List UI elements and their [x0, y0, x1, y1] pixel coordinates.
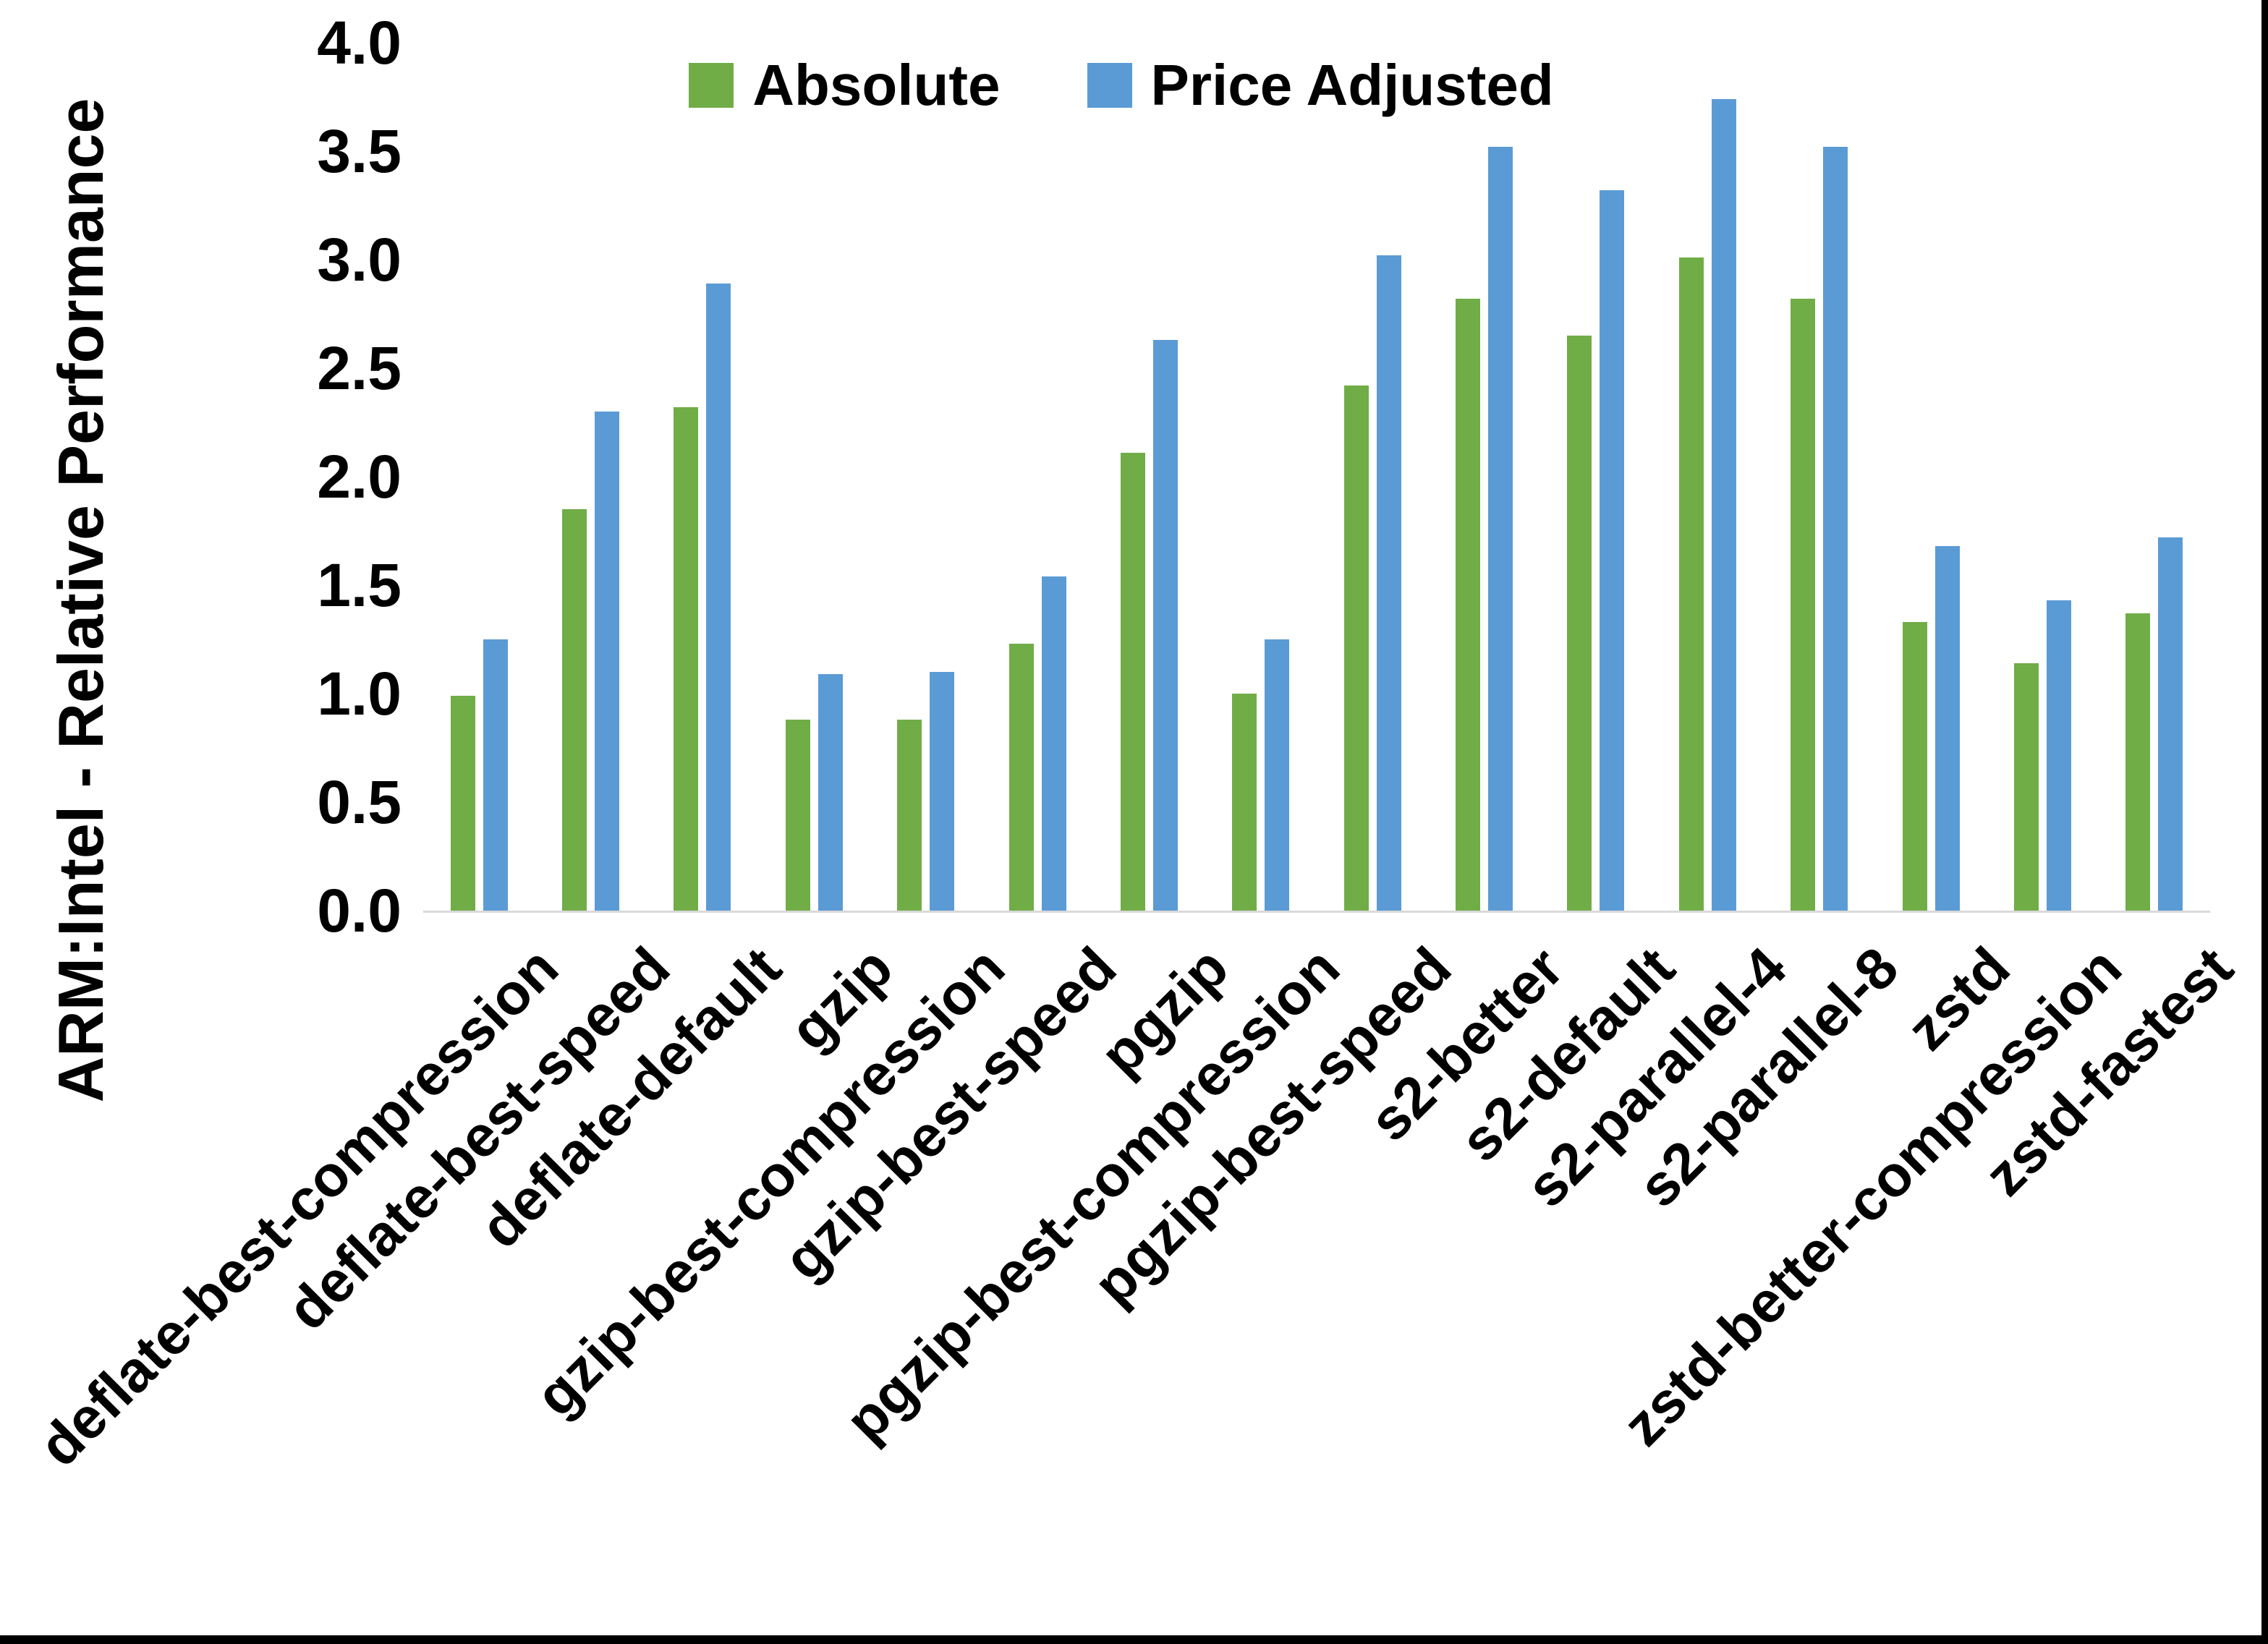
plot-area — [423, 43, 2210, 911]
bar-absolute-pgzip-best-speed — [1343, 386, 1369, 911]
bar-group-zstd — [1875, 43, 1987, 911]
legend-item-absolute: Absolute — [689, 52, 1001, 119]
legend-label-price-adjusted: Price Adjusted — [1150, 53, 1554, 117]
x-axis-baseline — [423, 911, 2210, 913]
bar-group-s2-parallel-4 — [1652, 43, 1763, 911]
y-tick-label-2.5: 2.5 — [317, 334, 402, 402]
bar-group-deflate-default — [647, 43, 758, 911]
bar-group-pgzip-best-speed — [1317, 43, 1428, 911]
bar-group-deflate-best-speed — [535, 43, 646, 911]
bar-absolute-gzip-best-speed — [1008, 644, 1034, 911]
bar-group-s2-default — [1540, 43, 1652, 911]
y-tick-label-3.0: 3.0 — [317, 226, 402, 294]
bar-price-adjusted-deflate-best-speed — [595, 412, 620, 911]
bar-price-adjusted-pgzip-best-compression — [1265, 639, 1290, 911]
bar-price-adjusted-deflate-default — [706, 284, 731, 911]
bar-group-s2-better — [1428, 43, 1539, 911]
y-tick-label-1.5: 1.5 — [317, 551, 402, 619]
bar-price-adjusted-gzip — [817, 674, 843, 911]
bar-absolute-pgzip-best-compression — [1232, 694, 1257, 911]
bar-absolute-gzip — [785, 720, 810, 911]
bar-price-adjusted-zstd-fastest — [2158, 537, 2183, 911]
bar-absolute-zstd — [1902, 622, 1927, 911]
bar-price-adjusted-gzip-best-speed — [1041, 576, 1066, 911]
bar-absolute-zstd-better-compression — [2013, 663, 2039, 911]
bar-price-adjusted-pgzip — [1152, 340, 1178, 911]
bar-group-gzip — [758, 43, 870, 911]
bar-group-gzip-best-compression — [870, 43, 982, 911]
y-tick-label-1.0: 1.0 — [317, 660, 402, 728]
bar-absolute-deflate-best-compression — [450, 696, 475, 911]
bar-absolute-pgzip — [1120, 453, 1145, 911]
bar-group-deflate-best-compression — [423, 43, 535, 911]
bar-group-zstd-fastest — [2099, 43, 2210, 911]
bar-price-adjusted-deflate-best-compression — [483, 639, 508, 911]
bar-absolute-s2-parallel-4 — [1678, 257, 1704, 911]
bar-absolute-s2-parallel-8 — [1791, 299, 1816, 911]
bar-absolute-s2-better — [1456, 299, 1481, 911]
y-tick-label-0.5: 0.5 — [317, 768, 402, 836]
legend: Absolute Price Adjusted — [228, 52, 2015, 119]
bar-price-adjusted-s2-parallel-8 — [1823, 147, 1848, 911]
bar-price-adjusted-zstd-better-compression — [2046, 600, 2071, 911]
bar-groups — [423, 43, 2210, 911]
bar-group-zstd-better-compression — [1987, 43, 2098, 911]
y-tick-label-4.0: 4.0 — [317, 9, 402, 77]
bar-group-gzip-best-speed — [982, 43, 1093, 911]
bar-absolute-gzip-best-compression — [897, 720, 922, 911]
legend-swatch-absolute-icon — [689, 63, 734, 108]
screenshot-bottom-edge-strip — [0, 1635, 2268, 1644]
bar-group-pgzip — [1093, 43, 1205, 911]
bar-absolute-s2-default — [1567, 336, 1592, 911]
bar-group-s2-parallel-8 — [1764, 43, 1875, 911]
bar-price-adjusted-zstd — [1934, 546, 1960, 911]
legend-swatch-price-adjusted-icon — [1087, 63, 1132, 108]
bar-absolute-deflate-best-speed — [562, 509, 587, 911]
bar-group-pgzip-best-compression — [1205, 43, 1317, 911]
bar-price-adjusted-s2-default — [1600, 190, 1625, 911]
bar-absolute-zstd-fastest — [2125, 613, 2151, 911]
y-tick-label-0.0: 0.0 — [317, 877, 402, 945]
legend-item-price-adjusted: Price Adjusted — [1087, 52, 1554, 119]
legend-label-absolute: Absolute — [752, 53, 1001, 117]
screenshot-right-edge-strip — [2261, 0, 2268, 1644]
y-tick-label-3.5: 3.5 — [317, 117, 402, 185]
bar-absolute-deflate-default — [674, 407, 699, 911]
bar-price-adjusted-pgzip-best-speed — [1376, 255, 1401, 911]
bar-price-adjusted-s2-parallel-4 — [1711, 99, 1736, 911]
bar-price-adjusted-s2-better — [1488, 147, 1513, 911]
y-tick-label-2.0: 2.0 — [317, 443, 402, 511]
bar-price-adjusted-gzip-best-compression — [930, 672, 955, 911]
